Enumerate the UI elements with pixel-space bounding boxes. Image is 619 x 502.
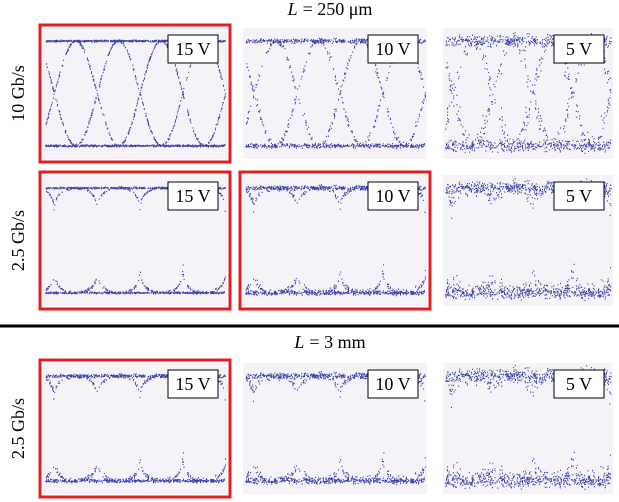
row-label: 2.5 Gb/s	[8, 210, 28, 271]
eye-panel: 15 V	[40, 172, 230, 309]
voltage-label: 5 V	[566, 39, 592, 59]
voltage-label: 5 V	[566, 374, 592, 394]
voltage-label: 5 V	[566, 186, 592, 206]
eye-panel: 10 V	[243, 28, 427, 159]
section-title: L= 3 mm	[293, 332, 365, 352]
figure: L = 250 μm 10 Gb/s 15 V 10 V 5 V 2.5 Gb/s 15 V 1…	[0, 0, 619, 502]
section-value: = 3 mm	[309, 332, 365, 352]
eye-panel: 5 V	[443, 175, 613, 306]
section-value: = 250 μm	[303, 0, 373, 19]
voltage-label: 15 V	[175, 186, 210, 206]
eye-panel: 5 V	[443, 28, 613, 159]
voltage-label: 10 V	[375, 374, 410, 394]
voltage-label: 10 V	[375, 39, 410, 59]
eye-panel: 10 V	[240, 172, 430, 309]
voltage-label: 15 V	[175, 374, 210, 394]
row-label: 10 Gb/s	[8, 65, 28, 122]
voltage-label: 15 V	[175, 39, 210, 59]
eye-panel: 5 V	[443, 363, 613, 494]
section-variable: L	[287, 0, 298, 19]
eye-panel: 15 V	[40, 25, 230, 162]
voltage-label: 10 V	[375, 186, 410, 206]
section-variable: L	[293, 332, 304, 352]
eye-panel: 10 V	[243, 363, 427, 494]
section-title: L = 250 μm	[287, 0, 373, 19]
eye-panel: 15 V	[40, 360, 230, 497]
row-label: 2.5 Gb/s	[8, 398, 28, 459]
